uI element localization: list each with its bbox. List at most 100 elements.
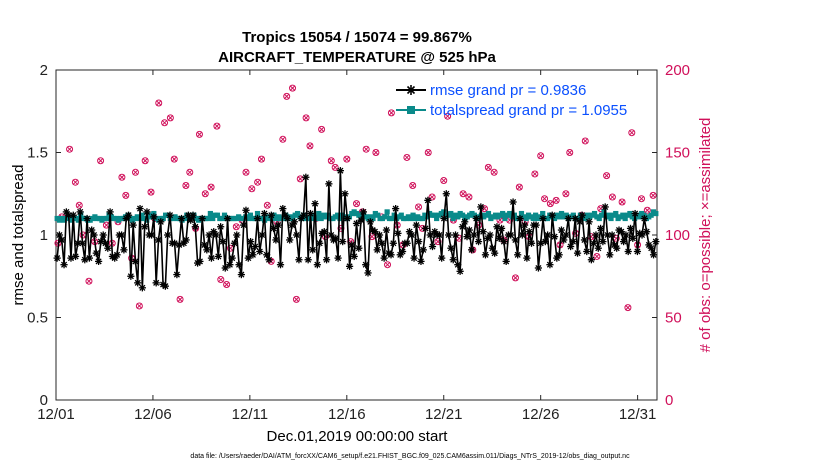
y-tick-label: 0.5 <box>27 310 48 327</box>
rmse-point <box>578 211 586 219</box>
rmse-point <box>438 254 446 262</box>
obs-possible-circle <box>434 238 442 246</box>
rmse-point <box>345 262 354 270</box>
y-axis-label-right: # of obs: o=possible; ×=assimilated <box>697 118 714 353</box>
obs-possible-circle <box>649 191 657 199</box>
rmse-point <box>479 228 487 236</box>
rmse-point <box>352 219 361 228</box>
rmse-point <box>647 244 655 252</box>
obs-assimilated-x <box>97 157 104 164</box>
obs-marker <box>428 193 436 201</box>
totalspread-series <box>54 209 659 223</box>
obs-marker <box>531 170 539 178</box>
rmse-point <box>378 239 386 247</box>
obs-marker <box>242 168 250 176</box>
obs-assimilated-x <box>293 296 300 303</box>
obs-assimilated-x <box>650 192 656 199</box>
obs-assimilated-x <box>196 131 203 138</box>
totalspread-point <box>254 210 261 217</box>
rmse-point <box>445 231 453 239</box>
rmse-point <box>228 254 236 262</box>
obs-possible-circle <box>263 201 271 209</box>
totalspread-point <box>601 209 607 215</box>
totalspread-point <box>485 210 492 217</box>
rmse-point <box>157 218 165 226</box>
totalspread-point <box>335 212 341 218</box>
rmse-point <box>355 244 363 252</box>
rmse-point <box>470 231 478 239</box>
rmse-point <box>523 254 531 262</box>
rmse-point <box>550 233 559 241</box>
obs-possible-circle <box>372 149 380 156</box>
totalspread-point <box>441 209 447 215</box>
rmse-point <box>143 208 151 216</box>
rmse-point <box>477 203 485 211</box>
rmse-point <box>138 284 146 292</box>
obs-marker <box>131 168 139 176</box>
rmse-point <box>599 238 607 246</box>
obs-possible-circle <box>97 157 105 165</box>
totalspread-point <box>648 212 654 218</box>
obs-marker <box>593 252 601 260</box>
rmse-point <box>596 224 605 232</box>
totalspread-point <box>471 212 477 218</box>
obs-possible-circle <box>511 274 519 282</box>
obs-possible-circle <box>118 173 126 181</box>
obs-marker <box>415 203 423 211</box>
totalspread-point <box>596 215 602 222</box>
obs-possible-circle <box>170 155 178 163</box>
obs-marker <box>254 178 262 186</box>
obs-marker <box>85 277 93 285</box>
rmse-point <box>640 214 648 223</box>
totalspread-point <box>500 210 506 217</box>
obs-marker <box>75 201 83 209</box>
totalspread-point <box>556 214 562 220</box>
obs-assimilated-x <box>491 169 498 176</box>
obs-assimilated-x <box>485 164 492 171</box>
totalspread-point <box>207 210 213 217</box>
rmse-point <box>272 236 280 244</box>
bottom-axis-ticks: 12/01 12/06 12/11 12/16 12/21 12/26 12/31 <box>37 70 656 423</box>
obs-assimilated-x <box>283 93 290 100</box>
obs-assimilated-x <box>214 123 220 129</box>
rmse-point <box>516 214 524 223</box>
totalspread-point <box>608 215 614 222</box>
obs-marker <box>296 175 304 183</box>
rmse-point <box>451 231 460 239</box>
rmse-point <box>440 214 448 223</box>
rmse-point <box>240 221 248 229</box>
obs-marker <box>283 92 291 100</box>
obs-assimilated-x <box>425 149 432 156</box>
rmse-point <box>392 205 400 213</box>
obs-marker <box>353 200 360 208</box>
obs-assimilated-x <box>541 195 548 202</box>
obs-marker <box>552 196 560 204</box>
rmse-point <box>571 214 579 223</box>
obs-assimilated-x <box>532 171 538 177</box>
data-file-footer: data file: /Users/raeder/DAI/ATM_forcXX/… <box>190 453 630 460</box>
obs-marker <box>141 157 149 165</box>
rmse-point <box>509 198 517 206</box>
rmse-point <box>53 254 61 262</box>
obs-marker <box>546 200 554 208</box>
y-right-tick-label: 200 <box>665 62 690 79</box>
rmse-point <box>622 231 630 239</box>
obs-possible-circle <box>531 170 539 178</box>
totalspread-point <box>219 215 225 222</box>
obs-assimilated-x <box>444 113 451 120</box>
rmse-point <box>502 257 510 265</box>
totalspread-point <box>507 210 513 217</box>
obs-assimilated-x <box>223 281 230 288</box>
rmse-point <box>124 211 133 219</box>
obs-possible-circle <box>566 149 574 156</box>
totalspread-point <box>144 217 150 223</box>
rmse-point <box>246 238 255 246</box>
rmse-point <box>548 211 556 219</box>
rmse-point <box>626 224 635 232</box>
rmse-point <box>541 238 549 246</box>
obs-assimilated-x <box>388 110 395 116</box>
obs-possible-circle <box>207 183 215 191</box>
obs-assimilated-x <box>481 205 488 212</box>
obs-possible-circle <box>289 84 297 92</box>
rmse-point <box>131 257 140 265</box>
